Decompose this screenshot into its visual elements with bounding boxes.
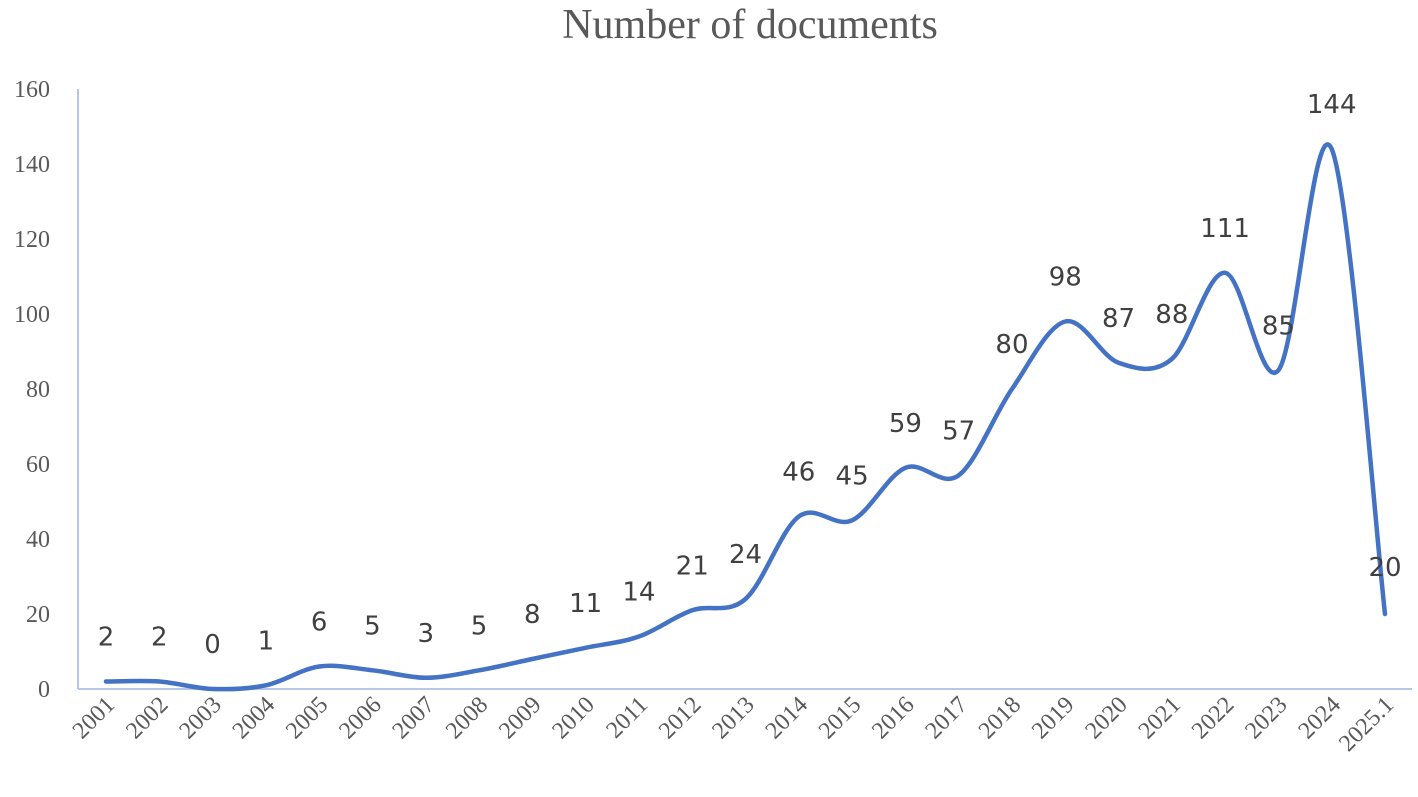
chart-title: Number of documents <box>562 2 938 48</box>
x-tick-label: 2002 <box>121 692 173 744</box>
x-tick-label: 2006 <box>334 692 386 744</box>
data-label: 1 <box>258 626 275 656</box>
x-tick-label: 2021 <box>1134 692 1186 744</box>
data-label: 8 <box>524 600 541 630</box>
data-label: 87 <box>1102 304 1135 334</box>
data-label: 14 <box>622 578 655 608</box>
data-label: 5 <box>364 611 381 641</box>
x-tick-label: 2008 <box>441 692 493 744</box>
x-tick-label: 2004 <box>228 692 280 744</box>
x-tick-label: 2013 <box>707 692 759 744</box>
x-tick-label: 2015 <box>814 692 866 744</box>
y-tick-label: 100 <box>14 302 50 328</box>
series-line <box>103 142 1388 692</box>
x-tick-label: 2017 <box>921 692 973 744</box>
data-label: 0 <box>204 630 221 660</box>
y-tick-label: 60 <box>26 452 50 478</box>
x-tick-label: 2019 <box>1027 692 1079 744</box>
x-tick-label: 2010 <box>548 692 600 744</box>
x-tick-label: 2020 <box>1080 692 1132 744</box>
y-tick-label: 0 <box>38 677 50 703</box>
x-tick-label: 2003 <box>175 692 227 744</box>
x-tick-label: 2007 <box>388 692 440 744</box>
x-tick-label: 2011 <box>601 692 653 744</box>
data-label: 45 <box>836 461 869 491</box>
x-tick-label: 2001 <box>68 692 120 744</box>
x-tick-label: 2023 <box>1240 692 1292 744</box>
data-label: 59 <box>889 409 922 439</box>
y-tick-label: 140 <box>14 152 50 178</box>
y-tick-label: 120 <box>14 227 50 253</box>
data-label: 57 <box>942 416 975 446</box>
data-label: 46 <box>782 458 815 488</box>
data-label: 21 <box>676 551 709 581</box>
data-label: 85 <box>1262 311 1295 341</box>
data-label: 2 <box>98 623 115 653</box>
x-tick-label: 2016 <box>867 692 919 744</box>
y-tick-label: 160 <box>14 77 50 103</box>
y-tick-label: 80 <box>26 377 50 403</box>
data-label: 2 <box>151 623 168 653</box>
data-label: 11 <box>569 589 602 619</box>
data-label: 6 <box>311 608 328 638</box>
x-tick-label: 2009 <box>494 692 546 744</box>
x-tick-label: 2012 <box>654 692 706 744</box>
x-tick-label: 2014 <box>761 692 813 744</box>
data-label: 3 <box>417 619 434 649</box>
data-label: 144 <box>1307 90 1357 120</box>
y-tick-label: 40 <box>26 527 50 553</box>
data-label: 20 <box>1368 553 1401 583</box>
data-label: 5 <box>471 611 488 641</box>
x-axis-ticks: 2001 2002 2003 2004 2005 2006 2007 2008 2009 2010… <box>68 692 1399 757</box>
x-tick-label: 2018 <box>974 692 1026 744</box>
x-tick-label: 2022 <box>1187 692 1239 744</box>
y-axis-ticks: 0 20 40 60 80 100 120 140 160 <box>14 77 50 703</box>
x-tick-label: 2025.1 <box>1334 692 1399 757</box>
x-tick-label: 2005 <box>281 692 333 744</box>
data-label: 24 <box>729 540 762 570</box>
y-tick-label: 20 <box>26 602 50 628</box>
data-label: 80 <box>995 330 1028 360</box>
data-label: 88 <box>1155 300 1188 330</box>
data-label: 111 <box>1200 214 1250 244</box>
data-label: 98 <box>1049 263 1082 293</box>
